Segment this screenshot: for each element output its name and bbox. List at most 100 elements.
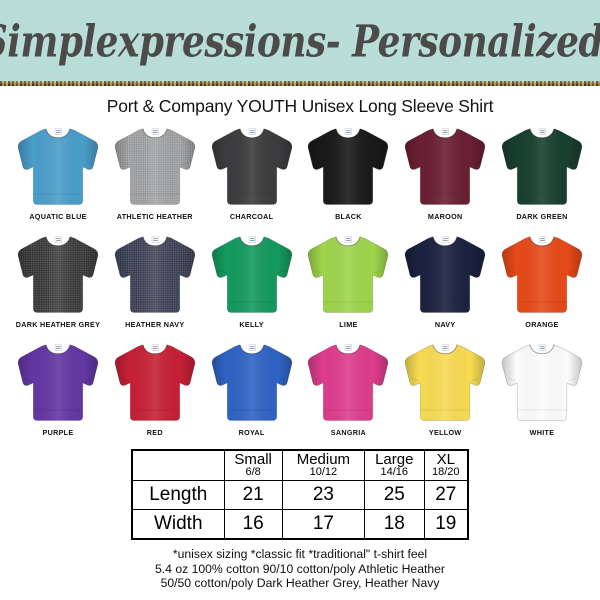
swatch-row: DARK HEATHER GREY HEATHER NAVY xyxy=(12,231,588,339)
size-age-range: 6/8 xyxy=(245,466,261,478)
size-header-small: Small 6/8 xyxy=(223,449,283,481)
color-name-label: DARK HEATHER GREY xyxy=(15,320,101,329)
measurement-label: Width xyxy=(131,509,225,540)
shirt-illustration xyxy=(211,128,292,205)
color-name-label: HEATHER NAVY xyxy=(125,320,185,329)
size-table-head: Small 6/8 Medium 10/12 Large 14/16 XL 18/20 xyxy=(131,449,469,481)
size-name: Small xyxy=(234,451,272,468)
color-name-label: RED xyxy=(146,428,163,437)
measurement-value: 27 xyxy=(423,480,469,510)
fabric-details: *unisex sizing *classic fit *traditional… xyxy=(0,547,600,591)
color-swatch-heather-navy[interactable]: HEATHER NAVY xyxy=(109,231,201,339)
shirt-image xyxy=(206,231,298,319)
page-title: Port & Company YOUTH Unisex Long Sleeve … xyxy=(106,96,494,116)
measurement-value: 21 xyxy=(223,480,283,510)
shirt-image xyxy=(399,123,491,211)
color-name-label: WHITE xyxy=(529,428,555,437)
color-name-label: AQUATIC BLUE xyxy=(29,212,87,221)
shirt-illustration xyxy=(501,128,583,205)
color-name-label: DARK GREEN xyxy=(516,212,568,221)
gold-divider xyxy=(0,81,600,86)
color-swatch-orange[interactable]: ORANGE xyxy=(496,231,588,339)
color-name-label: PURPLE xyxy=(42,428,74,437)
color-name-label: NAVY xyxy=(434,320,456,329)
shirt-image xyxy=(399,339,491,427)
color-swatch-sangria[interactable]: SANGRIA xyxy=(302,339,394,447)
color-swatch-navy[interactable]: NAVY xyxy=(399,231,491,339)
color-swatch-white[interactable]: WHITE xyxy=(496,339,588,447)
size-chart-table: Small 6/8 Medium 10/12 Large 14/16 XL 18/20 Len… xyxy=(131,449,469,540)
shirt-image xyxy=(206,123,298,211)
color-name-label: SANGRIA xyxy=(330,428,367,437)
color-swatch-lime[interactable]: LIME xyxy=(302,231,394,339)
color-name-label: BLACK xyxy=(335,212,362,221)
color-swatch-dark-heather-grey[interactable]: DARK HEATHER GREY xyxy=(12,231,104,339)
swatch-row: PURPLE RED xyxy=(12,339,588,447)
color-swatch-dark-green[interactable]: DARK GREEN xyxy=(496,123,588,231)
table-header-row: Small 6/8 Medium 10/12 Large 14/16 XL 18/20 xyxy=(131,449,469,481)
table-row: Width 16 17 18 19 xyxy=(131,509,469,540)
shirt-illustration xyxy=(501,236,583,313)
size-name: Medium xyxy=(296,451,351,468)
color-swatch-kelly[interactable]: KELLY xyxy=(206,231,298,339)
size-header-xl: XL 18/20 xyxy=(423,449,469,481)
shirt-illustration xyxy=(17,128,99,205)
table-row: Length 21 23 25 27 xyxy=(131,480,469,510)
measurement-value: 16 xyxy=(223,509,283,540)
color-swatch-aquatic-blue[interactable]: AQUATIC BLUE xyxy=(12,123,104,231)
shirt-illustration xyxy=(308,344,389,421)
size-header-medium: Medium 10/12 xyxy=(281,449,366,481)
shirt-illustration xyxy=(17,236,99,313)
size-header-large: Large 14/16 xyxy=(364,449,425,481)
size-name: Large xyxy=(375,451,414,468)
color-swatch-black[interactable]: BLACK xyxy=(302,123,394,231)
shirt-illustration xyxy=(211,344,292,421)
footer-line-2: 5.4 oz 100% cotton 90/10 cotton/poly Ath… xyxy=(155,561,445,576)
measurement-value: 23 xyxy=(281,480,366,510)
shirt-image xyxy=(109,339,201,427)
color-name-label: KELLY xyxy=(239,320,264,329)
shirt-image xyxy=(206,339,298,427)
shirt-illustration xyxy=(211,236,292,313)
shirt-image xyxy=(109,123,201,211)
color-swatch-athletic-heather[interactable]: ATHLETIC HEATHER xyxy=(109,123,201,231)
color-name-label: ROYAL xyxy=(238,428,265,437)
color-swatch-grid: AQUATIC BLUE ATHLETIC HEATHER xyxy=(0,121,600,447)
shirt-illustration xyxy=(308,128,389,205)
size-table-body: Length 21 23 25 27 Width 16 17 18 19 xyxy=(131,480,469,540)
measurement-value: 19 xyxy=(423,509,469,540)
shirt-image xyxy=(302,339,394,427)
color-name-label: YELLOW xyxy=(428,428,462,437)
shirt-image xyxy=(496,123,588,211)
shirt-illustration xyxy=(308,236,389,313)
color-name-label: ORANGE xyxy=(525,320,559,329)
size-age-range: 18/20 xyxy=(432,466,460,478)
brand-logo-text: Simplexpressions- Personalized! xyxy=(0,14,600,67)
color-name-label: ATHLETIC HEATHER xyxy=(116,212,193,221)
color-swatch-red[interactable]: RED xyxy=(109,339,201,447)
footer-line-3: 50/50 cotton/poly Dark Heather Grey, Hea… xyxy=(160,576,440,590)
color-swatch-royal[interactable]: ROYAL xyxy=(206,339,298,447)
shirt-image xyxy=(109,231,201,319)
shirt-image xyxy=(12,123,104,211)
footer-line-1: *unisex sizing *classic fit *traditional… xyxy=(172,547,428,561)
shirt-illustration xyxy=(501,344,583,421)
color-name-label: MAROON xyxy=(427,212,463,221)
shirt-illustration xyxy=(17,344,99,421)
shirt-illustration xyxy=(404,236,486,313)
shirt-image xyxy=(302,123,394,211)
table-corner-cell xyxy=(131,449,225,481)
shirt-image xyxy=(399,231,491,319)
measurement-value: 25 xyxy=(364,480,425,510)
color-swatch-maroon[interactable]: MAROON xyxy=(399,123,491,231)
size-name: XL xyxy=(436,451,455,468)
color-swatch-yellow[interactable]: YELLOW xyxy=(399,339,491,447)
measurement-value: 18 xyxy=(364,509,425,540)
color-swatch-charcoal[interactable]: CHARCOAL xyxy=(206,123,298,231)
measurement-value: 17 xyxy=(281,509,366,540)
shirt-illustration xyxy=(404,128,486,205)
brand-header: Simplexpressions- Personalized! xyxy=(0,0,600,81)
shirt-image xyxy=(12,231,104,319)
color-swatch-purple[interactable]: PURPLE xyxy=(12,339,104,447)
